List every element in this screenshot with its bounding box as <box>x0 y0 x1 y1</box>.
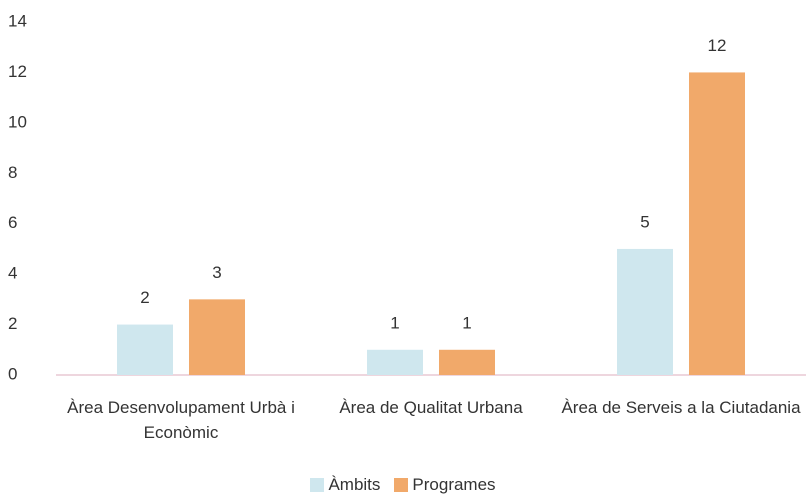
bar <box>367 349 423 375</box>
y-tick-label: 10 <box>8 112 27 131</box>
y-tick-label: 2 <box>8 314 17 333</box>
bar <box>117 324 173 375</box>
y-tick-label: 0 <box>8 364 17 383</box>
data-label: 3 <box>212 263 221 282</box>
bar <box>189 299 245 375</box>
legend: Àmbits Programes <box>0 474 806 496</box>
legend-swatch <box>394 478 409 492</box>
legend-swatch <box>310 478 325 492</box>
data-label: 5 <box>640 212 649 231</box>
y-tick-label: 12 <box>8 62 27 81</box>
legend-item: Àmbits <box>310 474 380 496</box>
bar <box>617 248 673 375</box>
y-tick-label: 6 <box>8 213 17 232</box>
data-label: 12 <box>708 36 727 55</box>
data-label: 1 <box>462 313 471 332</box>
legend-label: Àmbits <box>328 475 381 494</box>
legend-item: Programes <box>394 474 496 496</box>
y-tick-label: 4 <box>8 264 17 283</box>
legend-label: Programes <box>412 475 496 494</box>
x-tick-label: Àrea Desenvolupament Urbà i Econòmic <box>67 398 295 442</box>
bar <box>439 349 495 375</box>
y-tick-label: 8 <box>8 163 17 182</box>
x-tick-label: Àrea de Qualitat Urbana <box>339 398 523 417</box>
x-tick-label: Àrea de Serveis a la Ciutadania <box>561 398 801 417</box>
data-label: 2 <box>140 288 149 307</box>
data-label: 1 <box>390 313 399 332</box>
bar <box>689 72 745 375</box>
y-tick-label: 14 <box>8 11 27 30</box>
